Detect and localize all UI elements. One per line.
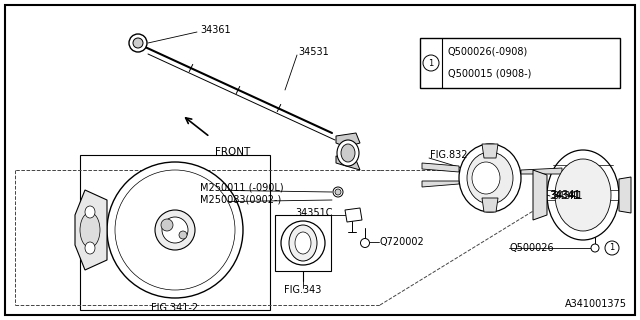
Circle shape bbox=[161, 219, 173, 231]
Text: M250011 (-090L): M250011 (-090L) bbox=[200, 182, 284, 192]
Text: 34341: 34341 bbox=[549, 191, 580, 201]
Text: Q720002: Q720002 bbox=[380, 237, 425, 247]
Text: 1: 1 bbox=[609, 244, 614, 252]
Ellipse shape bbox=[341, 144, 355, 162]
Ellipse shape bbox=[555, 159, 611, 231]
Ellipse shape bbox=[85, 242, 95, 254]
Text: 34351C: 34351C bbox=[295, 208, 333, 218]
Ellipse shape bbox=[459, 144, 521, 212]
Circle shape bbox=[155, 210, 195, 250]
Polygon shape bbox=[619, 177, 631, 213]
Polygon shape bbox=[422, 163, 459, 172]
Ellipse shape bbox=[289, 225, 317, 261]
Circle shape bbox=[335, 189, 341, 195]
Circle shape bbox=[605, 241, 619, 255]
Ellipse shape bbox=[85, 206, 95, 218]
Polygon shape bbox=[336, 133, 360, 147]
Circle shape bbox=[115, 170, 235, 290]
Ellipse shape bbox=[472, 162, 500, 194]
Polygon shape bbox=[482, 198, 498, 212]
Ellipse shape bbox=[281, 221, 325, 265]
Text: Q500026: Q500026 bbox=[510, 243, 555, 253]
Bar bbox=[80, 155, 270, 310]
Polygon shape bbox=[482, 144, 498, 158]
Polygon shape bbox=[533, 170, 547, 220]
Text: Q500015 (0908-): Q500015 (0908-) bbox=[448, 69, 531, 79]
Circle shape bbox=[129, 34, 147, 52]
Text: 34531: 34531 bbox=[298, 47, 329, 57]
Bar bbox=[420, 38, 620, 88]
Text: 1: 1 bbox=[428, 59, 434, 68]
Circle shape bbox=[360, 238, 369, 247]
Ellipse shape bbox=[295, 232, 311, 254]
Polygon shape bbox=[422, 181, 459, 187]
Text: 34341: 34341 bbox=[552, 191, 582, 201]
Ellipse shape bbox=[80, 212, 100, 247]
Text: FIG.343: FIG.343 bbox=[284, 285, 322, 295]
Circle shape bbox=[333, 187, 343, 197]
Polygon shape bbox=[521, 168, 562, 174]
Polygon shape bbox=[345, 208, 362, 222]
Circle shape bbox=[179, 231, 187, 239]
Text: 34341: 34341 bbox=[550, 190, 580, 200]
Text: FRONT: FRONT bbox=[215, 147, 250, 157]
Circle shape bbox=[423, 55, 439, 71]
Circle shape bbox=[133, 38, 143, 48]
Circle shape bbox=[591, 244, 599, 252]
Ellipse shape bbox=[547, 150, 619, 240]
Text: FIG.341-2: FIG.341-2 bbox=[152, 303, 198, 313]
Text: M250083(0902-): M250083(0902-) bbox=[200, 195, 281, 205]
Text: A341001375: A341001375 bbox=[565, 299, 627, 309]
Polygon shape bbox=[275, 215, 331, 271]
Circle shape bbox=[107, 162, 243, 298]
Ellipse shape bbox=[337, 140, 359, 166]
Circle shape bbox=[162, 217, 188, 243]
Text: 34361: 34361 bbox=[200, 25, 230, 35]
Polygon shape bbox=[75, 190, 107, 270]
Polygon shape bbox=[336, 156, 360, 170]
Ellipse shape bbox=[467, 152, 513, 204]
Text: Q500026(-0908): Q500026(-0908) bbox=[448, 47, 528, 57]
Text: FIG.832: FIG.832 bbox=[430, 150, 467, 160]
